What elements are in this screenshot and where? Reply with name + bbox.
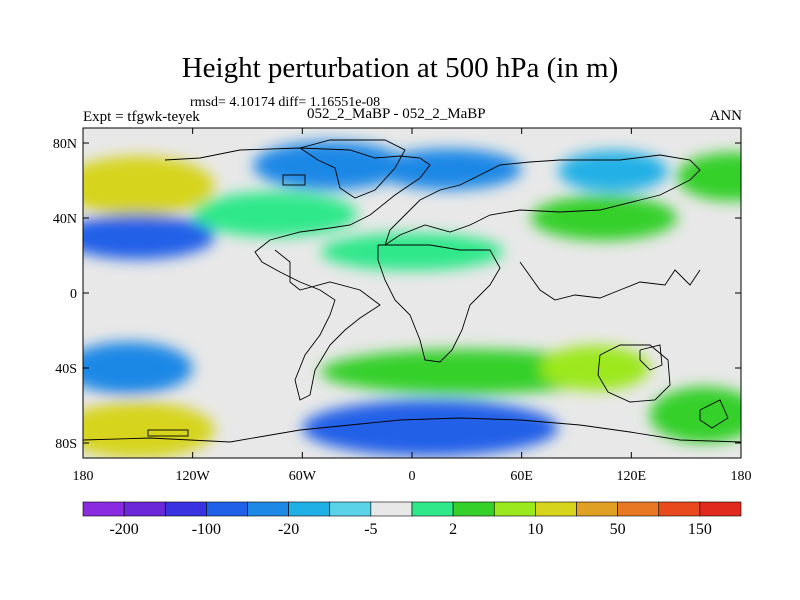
field-region-1: [83, 214, 215, 260]
colorbar-box-10: [493, 501, 536, 517]
colorbar-label-4: 2: [449, 521, 457, 538]
colorbar-box-13: [617, 501, 660, 517]
map-area: [83, 128, 741, 458]
lat-label-1: 40N: [53, 212, 77, 227]
colorbar-box-3: [206, 501, 248, 517]
height-field: [83, 141, 741, 458]
lon-label-3: 0: [409, 469, 416, 484]
field-region-8: [677, 152, 741, 202]
field-region-3: [375, 148, 522, 190]
season-label: ANN: [709, 108, 743, 124]
colorbar-label-0: -200: [109, 521, 138, 538]
colorbar-box-0: [82, 501, 125, 517]
field-region-5: [320, 233, 504, 271]
lon-label-6: 180: [731, 469, 752, 484]
experiment-label: Expt = tfgwk-teyek: [83, 109, 200, 125]
lon-label-4: 60E: [510, 469, 533, 484]
field-region-13: [539, 345, 650, 391]
field-region-11: [320, 349, 614, 395]
lon-label-1: 120W: [176, 469, 211, 484]
colorbar-box-14: [658, 501, 701, 517]
field-region-7: [558, 150, 668, 192]
field-region-12: [302, 399, 559, 457]
field-region-14: [649, 386, 741, 443]
colorbar-label-5: 10: [527, 521, 543, 538]
field-region-0: [83, 156, 215, 217]
stats-line: rmsd= 4.10174 diff= 1.16551e-08: [190, 95, 381, 110]
map-axes: 80N 40N 0 40S 80S 180 120W 60W 0 60E 120E 180: [53, 128, 752, 484]
colorbar-box-11: [535, 501, 577, 517]
colorbar-box-6: [329, 501, 372, 517]
plot-title: Height perturbation at 500 hPa (in m): [181, 52, 619, 84]
colorbar-box-1: [123, 501, 166, 517]
colorbar-label-6: 50: [610, 521, 626, 538]
colorbar-label-7: 150: [688, 521, 712, 538]
colorbar-label-2: -20: [278, 521, 299, 538]
colorbar-box-8: [411, 501, 454, 517]
lat-label-4: 80S: [55, 437, 77, 452]
field-region-6: [530, 195, 678, 241]
field-region-9: [83, 341, 193, 395]
colorbar-box-4: [247, 501, 289, 517]
colorbar-box-15: [699, 501, 742, 517]
colorbar-label-3: -5: [364, 521, 377, 538]
lon-label-2: 60W: [289, 469, 317, 484]
field-region-4: [192, 191, 358, 237]
lat-label-3: 40S: [55, 362, 77, 377]
lon-label-5: 120E: [617, 469, 647, 484]
case-label: 052_2_MaBP - 052_2_MaBP: [307, 106, 486, 122]
colorbar: -200 -100 -20 -5 2 10 50 150: [82, 501, 742, 538]
lat-label-2: 0: [70, 287, 77, 302]
colorbar-box-2: [164, 501, 207, 517]
colorbar-box-7: [370, 501, 413, 517]
lat-label-0: 80N: [53, 137, 77, 152]
field-region-10: [83, 401, 215, 458]
colorbar-box-9: [452, 501, 495, 517]
coastlines: [83, 139, 741, 443]
lon-label-0: 180: [73, 469, 94, 484]
colorbar-label-1: -100: [192, 521, 221, 538]
colorbar-box-5: [288, 501, 331, 517]
colorbar-box-12: [576, 501, 618, 517]
